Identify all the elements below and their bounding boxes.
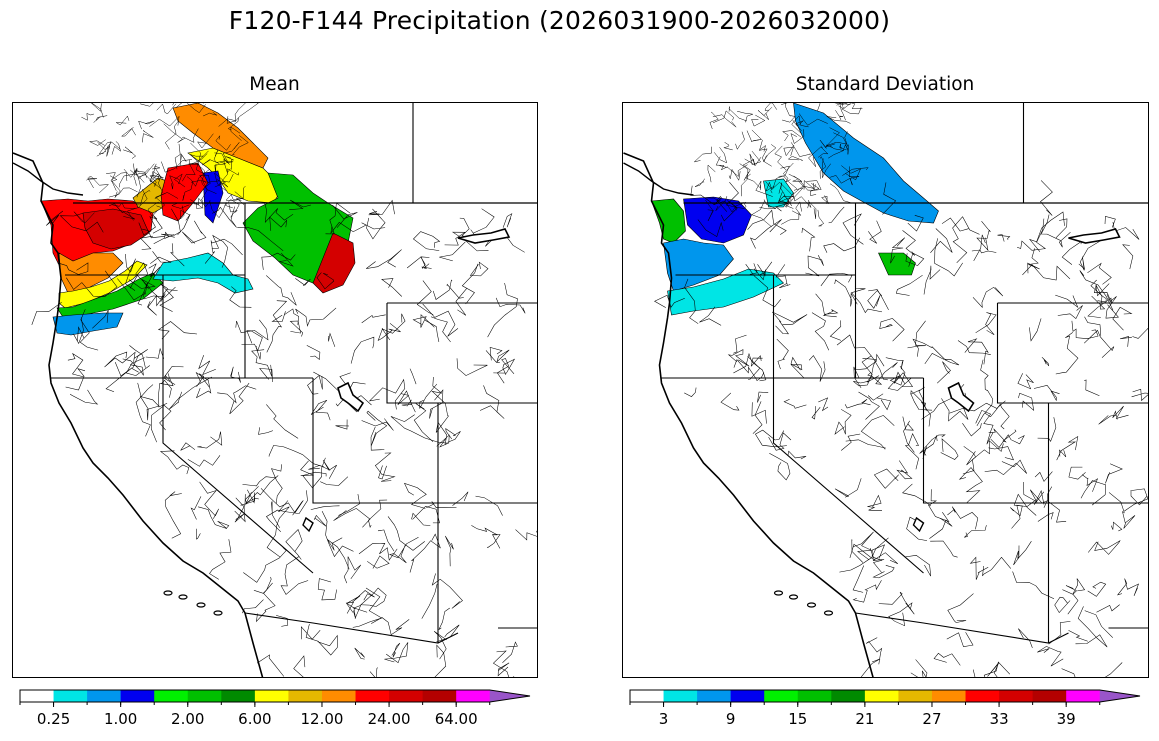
colorbar-swatch [87, 690, 122, 702]
colorbar-swatch [965, 690, 1000, 702]
shaded-basin-region [152, 252, 254, 294]
colorbar-swatch [764, 690, 799, 702]
mean-colorbar-svg: 0.25 1.00 2.00 6.00 12.00 24.00 64.00 [19, 689, 531, 728]
colorbar-tick-label: 39 [1057, 710, 1076, 728]
colorbar-swatch [154, 690, 189, 702]
std-colorbar-svg: 3 9 15 21 27 33 39 [629, 689, 1141, 728]
shaded-basin-region [312, 232, 356, 294]
mean-map-svg [13, 103, 537, 677]
std-colorbar: 3 9 15 21 27 33 39 [622, 688, 1147, 738]
colorbar-tick-label: 0.25 [37, 710, 70, 728]
colorbar-tick-label: 9 [726, 710, 736, 728]
colorbar-tick-label: 24.00 [368, 710, 411, 728]
colorbar-swatch [999, 690, 1034, 702]
colorbar-swatch [355, 690, 390, 702]
colorbar-swatch [53, 690, 88, 702]
colorbar-swatch [120, 690, 155, 702]
colorbar-swatch [931, 690, 967, 702]
std-precipitation-map [622, 102, 1149, 678]
colorbar-swatch [730, 690, 765, 702]
shaded-basin-region [651, 198, 686, 244]
shaded-basin-region [58, 252, 124, 294]
colorbar-swatch [456, 690, 491, 702]
colorbar-tick-label: 6.00 [238, 710, 271, 728]
colorbar-swatch [898, 690, 933, 702]
colorbar-swatch [321, 690, 357, 702]
std-state-borders [623, 103, 1148, 677]
colorbar-tick-label: 2.00 [171, 710, 204, 728]
mean-colorbar: 0.25 1.00 2.00 6.00 12.00 24.00 64.00 [12, 688, 537, 738]
colorbar-swatch [20, 690, 55, 702]
colorbar-swatch [288, 690, 323, 702]
colorbar-swatch [663, 690, 698, 702]
colorbar-tick-label: 15 [788, 710, 807, 728]
colorbar-tick-label: 12.00 [300, 710, 343, 728]
colorbar-swatch [831, 690, 866, 702]
mean-panel-title: Mean [249, 74, 300, 95]
colorbar-tick-label: 1.00 [104, 710, 137, 728]
figure-title: F120-F144 Precipitation (2026031900-2026… [228, 6, 891, 35]
colorbar-swatch [1066, 690, 1101, 702]
colorbar-swatch [630, 690, 665, 702]
colorbar-extend-arrow [489, 690, 530, 702]
shaded-basin-region [667, 268, 785, 316]
std-panel-title: Standard Deviation [795, 74, 975, 95]
colorbar-swatch [389, 690, 424, 702]
colorbar-tick-label: 21 [855, 710, 874, 728]
colorbar-swatch [864, 690, 899, 702]
colorbar-tick-label: 3 [659, 710, 669, 728]
mean-state-borders [13, 103, 537, 677]
colorbar-tick-label: 27 [922, 710, 941, 728]
mean-precipitation-map [12, 102, 538, 678]
colorbar-swatch [797, 690, 832, 702]
colorbar-swatch [422, 690, 457, 702]
colorbar-extend-arrow [1099, 690, 1140, 702]
colorbar-tick-label: 33 [990, 710, 1009, 728]
colorbar-swatch [1032, 690, 1067, 702]
colorbar-swatch [254, 690, 289, 702]
std-shaded-basins [623, 103, 1148, 677]
colorbar-swatch [221, 690, 256, 702]
colorbar-swatch [187, 690, 222, 702]
std-map-svg [623, 103, 1148, 677]
colorbar-tick-label: 64.00 [435, 710, 478, 728]
mean-shaded-basins [13, 103, 537, 677]
shaded-basin-region [172, 103, 269, 169]
colorbar-swatch [697, 690, 732, 702]
